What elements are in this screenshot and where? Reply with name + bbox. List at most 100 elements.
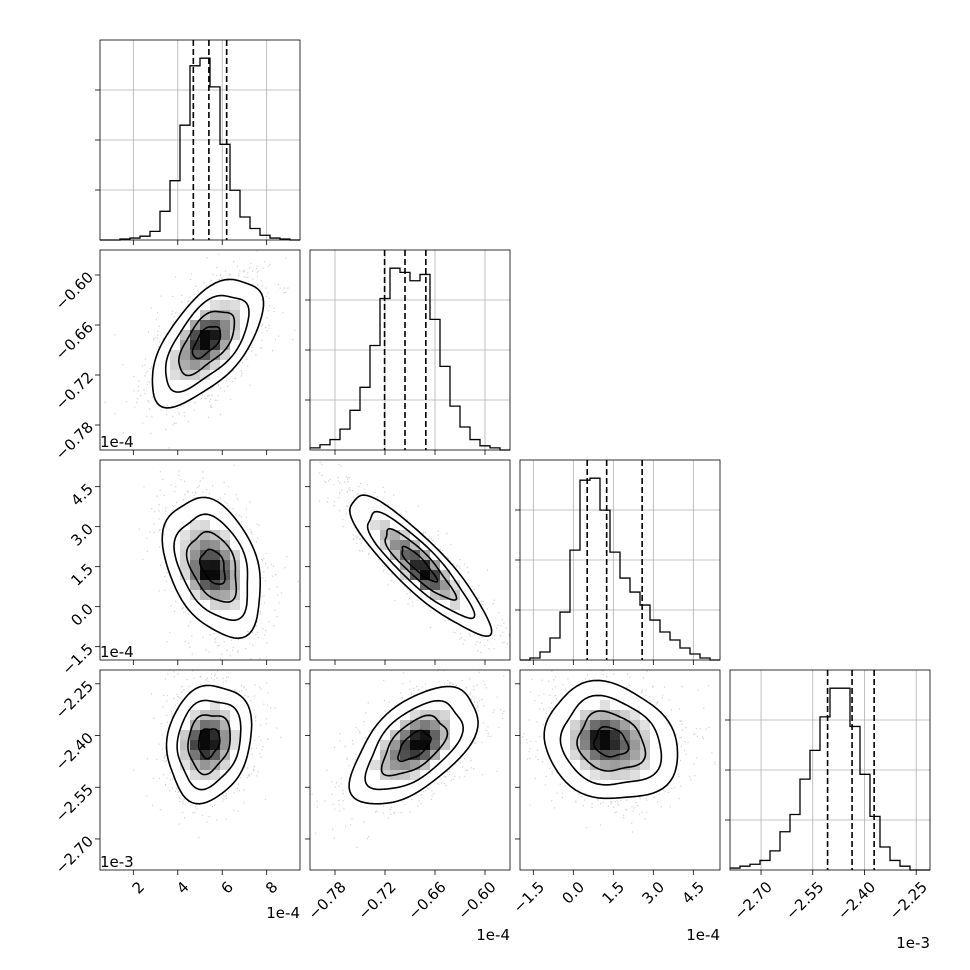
density-cell (410, 770, 420, 780)
density-cell (190, 370, 200, 380)
density-cell (430, 750, 440, 760)
density-cell (610, 770, 620, 780)
histogram-panel-2 (305, 249, 511, 455)
density-cell (200, 560, 210, 570)
x-tick-label: −0.78 (305, 878, 350, 923)
density-cell (580, 760, 590, 770)
density-cell (180, 570, 190, 580)
density-cell (630, 710, 640, 720)
x-scale-label: 1e-3 (896, 934, 930, 952)
density-cell (570, 750, 580, 760)
y-tick-label: 4.5 (67, 480, 97, 510)
x-tick-label: 1.5 (598, 878, 628, 908)
density-cell (580, 750, 590, 760)
density-cell (180, 760, 190, 770)
contour-line-3 (185, 530, 238, 603)
density-cell (180, 540, 190, 550)
density-cell (370, 520, 380, 530)
density-cell (220, 340, 230, 350)
x-tick-label: −1.5 (510, 878, 548, 916)
density-cell (440, 740, 450, 750)
density-cell (580, 710, 590, 720)
x-tick-label: −0.60 (455, 878, 500, 923)
density-cell (200, 330, 210, 340)
density-cell (200, 750, 210, 760)
density-cell (220, 580, 230, 590)
density-panel-3-1 (95, 459, 301, 665)
density-cell (600, 770, 610, 780)
density-cell (380, 760, 390, 770)
contour-line-2 (364, 699, 465, 791)
density-cell (410, 720, 420, 730)
density-cell (380, 540, 390, 550)
density-cell (600, 700, 610, 710)
density-cell (200, 370, 210, 380)
density-cell (400, 560, 410, 570)
density-cell (190, 540, 200, 550)
panel-frame (519, 669, 721, 871)
y-scale-label: 1e-4 (100, 643, 134, 661)
density-cell (590, 720, 600, 730)
density-cell (220, 730, 230, 740)
contour-line-1 (543, 679, 679, 800)
density-cell (410, 740, 420, 750)
density-cell (200, 720, 210, 730)
density-cell (220, 350, 230, 360)
x-tick-label: 2 (129, 878, 148, 897)
x-tick-label: −2.40 (834, 878, 879, 923)
panel-frame (99, 669, 301, 871)
density-cell (220, 710, 230, 720)
density-cell (200, 590, 210, 600)
density-cell (640, 730, 650, 740)
panel-frame (309, 669, 511, 871)
density-cell (430, 740, 440, 750)
density-cell (420, 560, 430, 570)
density-cell (420, 730, 430, 740)
x-tick-label: 0.0 (558, 878, 588, 908)
density-cell (220, 590, 230, 600)
x-scale-label: 1e-4 (266, 904, 300, 922)
contour-line-2 (366, 510, 476, 620)
density-cell (580, 740, 590, 750)
density-cell (620, 720, 630, 730)
density-cell (400, 760, 410, 770)
density-cell (200, 540, 210, 550)
density-cell (210, 300, 220, 310)
density-cell (410, 570, 420, 580)
density-cell (630, 720, 640, 730)
density-cell (220, 310, 230, 320)
density-cell (390, 550, 400, 560)
density-content (132, 670, 282, 838)
density-cell (430, 730, 440, 740)
density-cell (420, 750, 430, 760)
contour-line-1 (151, 278, 265, 409)
density-panel-4-3 (515, 669, 721, 875)
density-cell (590, 770, 600, 780)
density-cell (230, 550, 240, 560)
panel-frame (309, 459, 511, 661)
density-cell (210, 730, 220, 740)
y-scale-label: 1e-4 (100, 433, 134, 451)
contour-line-4 (397, 729, 432, 763)
density-cell (600, 710, 610, 720)
density-cell (190, 710, 200, 720)
density-cell (220, 320, 230, 330)
density-cell (170, 360, 180, 370)
y-tick-label: −0.60 (52, 268, 97, 313)
contour-line-3 (384, 528, 458, 601)
density-cell (410, 710, 420, 720)
contour-line-1 (348, 685, 479, 805)
density-cell (200, 580, 210, 590)
density-content (138, 464, 300, 660)
histogram-step (730, 687, 930, 871)
density-cell (570, 720, 580, 730)
density-cell (190, 360, 200, 370)
density-cell (230, 580, 240, 590)
histogram-panel-1 (95, 39, 301, 245)
density-cell (230, 330, 240, 340)
density-cell (400, 720, 410, 730)
density-cell (600, 740, 610, 750)
density-cell (640, 740, 650, 750)
density-cell (400, 740, 410, 750)
density-cell (590, 740, 600, 750)
